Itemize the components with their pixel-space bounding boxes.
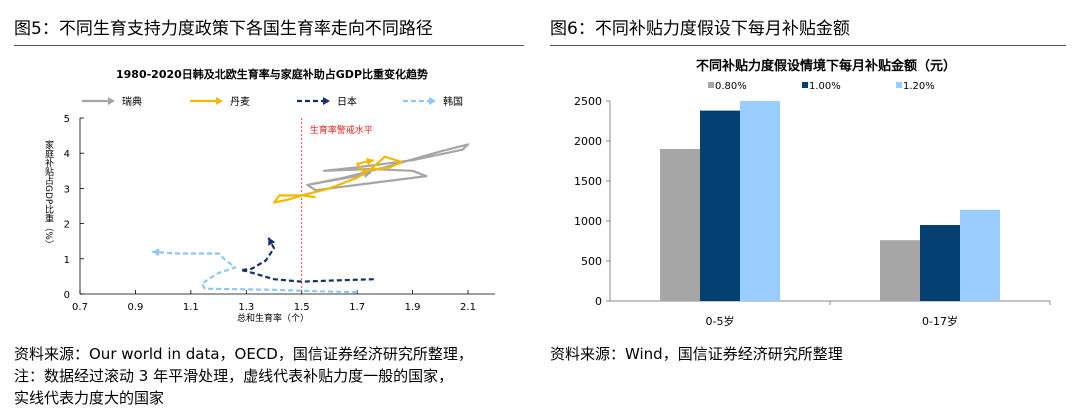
- series-line-1: [272, 155, 403, 204]
- series-line-2: [239, 237, 374, 283]
- y-tick-label: 5: [64, 114, 70, 125]
- legend-label: 1.20%: [903, 81, 935, 92]
- y-tick-label: 0: [64, 290, 70, 301]
- right-figure-title: 图6：不同补贴力度假设下每月补贴金额: [550, 14, 1066, 46]
- x-tick-label: 1.1: [183, 302, 199, 313]
- legend-label: 瑞典: [122, 95, 142, 108]
- arrow-head-icon: [366, 157, 374, 166]
- arrow-head-icon: [152, 248, 160, 257]
- legend-arrow-icon: [216, 97, 223, 105]
- y-tick-label: 2000: [574, 135, 602, 148]
- note-line: 实线代表力度大的国家: [14, 389, 165, 407]
- note-line: 资料来源：Wind，国信证券经济研究所整理: [550, 345, 843, 363]
- y-tick-label: 2: [64, 220, 70, 231]
- x-tick-label: 2.1: [460, 302, 476, 313]
- bar-1.20%: [960, 209, 1000, 301]
- x-tick-label: 1.3: [238, 302, 254, 313]
- legend-label: 丹麦: [230, 96, 250, 108]
- category-label: 0-17岁: [922, 314, 958, 328]
- legend-arrow-icon: [108, 97, 115, 105]
- x-tick-label: 1.5: [294, 302, 310, 313]
- legend-arrow-icon: [429, 97, 436, 105]
- y-tick-label: 4: [64, 149, 70, 160]
- category-label: 0-5岁: [706, 314, 735, 328]
- y-axis-label: 家庭补贴占GDP比重（%）: [43, 139, 54, 249]
- bar-1.20%: [740, 101, 780, 301]
- warning-label: 生育率警戒水平: [310, 124, 373, 136]
- legend-arrow-icon: [323, 97, 330, 105]
- legend-label: 韩国: [443, 95, 463, 108]
- x-tick-label: 0.7: [72, 302, 88, 313]
- y-tick-label: 0: [595, 295, 602, 308]
- legend-swatch: [896, 82, 902, 88]
- bar-0.80%: [660, 149, 700, 301]
- legend-swatch: [802, 82, 808, 88]
- legend-label: 1.00%: [809, 81, 841, 92]
- x-tick-label: 0.9: [127, 302, 143, 313]
- bar-0.80%: [880, 240, 920, 301]
- legend-label: 日本: [337, 95, 357, 108]
- bar-1.00%: [700, 110, 740, 301]
- legend-swatch: [708, 82, 714, 88]
- left-figure-title: 图5：不同生育支持力度政策下各国生育率走向不同路径: [14, 14, 524, 46]
- series-line-3: [152, 250, 358, 294]
- right-chart-title: 不同补贴力度假设情境下每月补贴金额（元）: [696, 58, 956, 74]
- y-tick-label: 1500: [574, 175, 602, 188]
- bar-1.00%: [920, 225, 960, 301]
- right-source-note: 资料来源：Wind，国信证券经济研究所整理: [550, 343, 843, 365]
- y-tick-label: 1: [64, 255, 70, 266]
- x-tick-label: 1.9: [405, 302, 421, 313]
- y-tick-label: 2500: [574, 95, 602, 108]
- x-axis-label: 总和生育率（个）: [237, 312, 309, 324]
- left-source-note: 资料来源：Our world in data，OECD，国信证券经济研究所整理，…: [14, 343, 473, 409]
- note-line: 注：数据经过滚动 3 年平滑处理，虚线代表补贴力度一般的国家，: [14, 367, 454, 385]
- note-line: 资料来源：Our world in data，OECD，国信证券经济研究所整理，: [14, 345, 473, 363]
- left-chart-title: 1980-2020日韩及北欧生育率与家庭补助占GDP比重变化趋势: [116, 67, 428, 81]
- y-tick-label: 1000: [574, 215, 602, 228]
- y-tick-label: 3: [64, 184, 70, 195]
- series-line-0: [306, 143, 470, 192]
- arrow-head-icon: [268, 237, 276, 246]
- y-tick-label: 500: [581, 255, 602, 268]
- charts: 1980-2020日韩及北欧生育率与家庭补助占GDP比重变化趋势 0 1 2 3 4 5 0.…: [43, 58, 1051, 328]
- x-tick-label: 1.7: [349, 302, 365, 313]
- legend-label: 0.80%: [715, 81, 747, 92]
